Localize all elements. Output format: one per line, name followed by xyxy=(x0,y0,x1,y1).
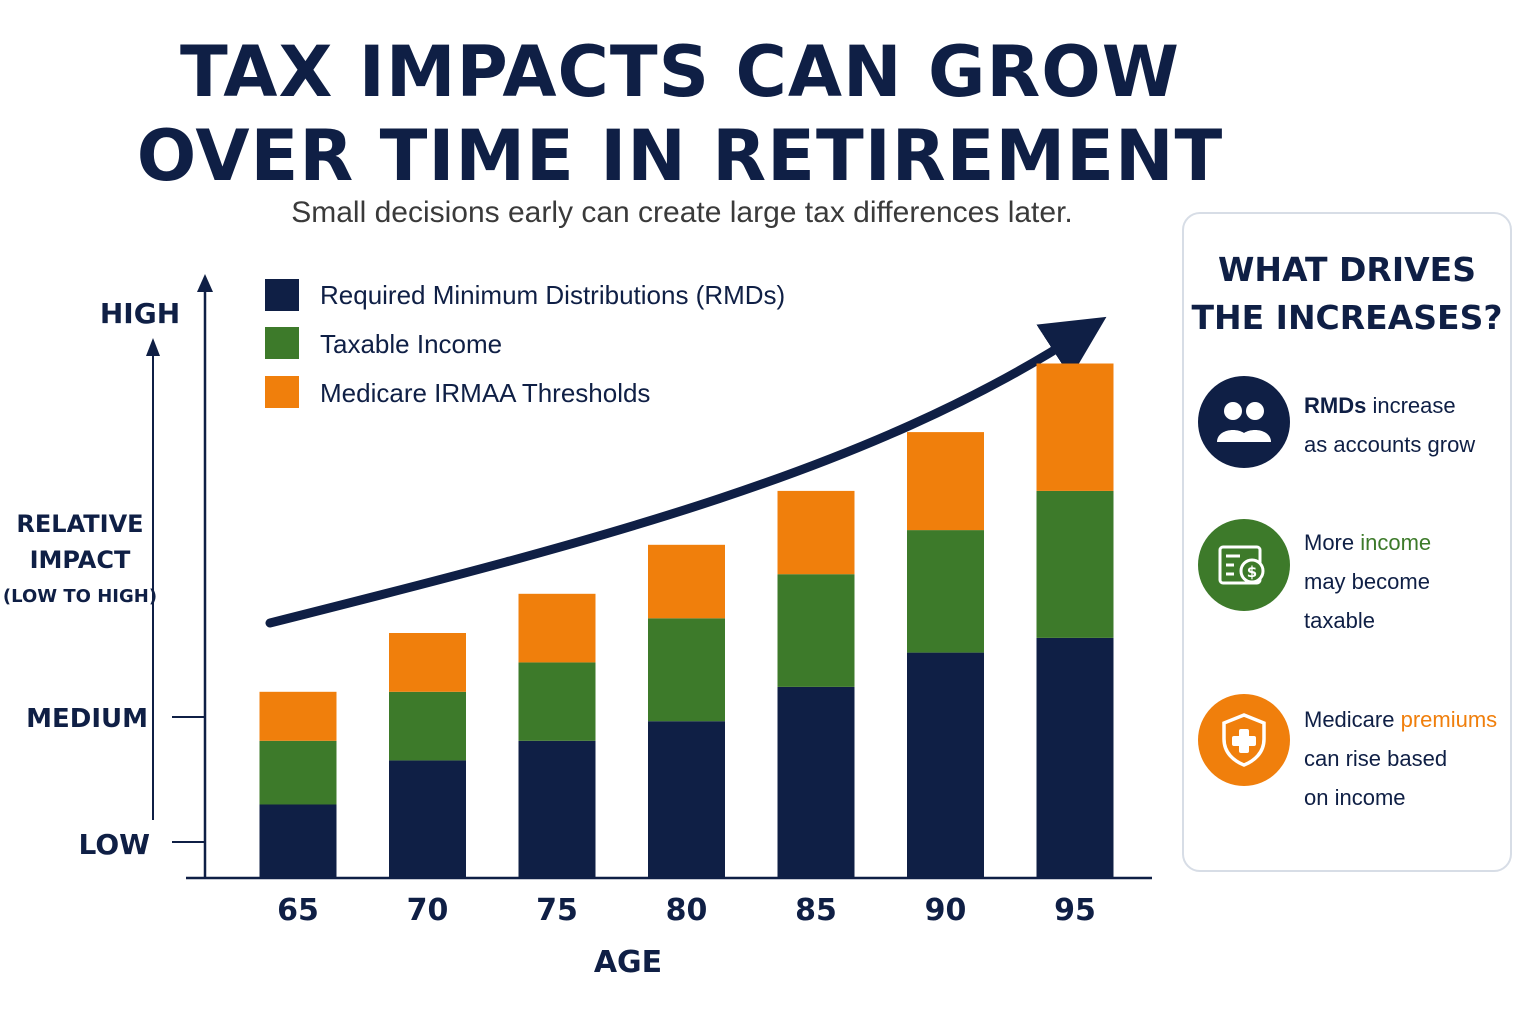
drivers-title-line-1: WHAT DRIVES xyxy=(1218,250,1476,289)
x-tick-65: 65 xyxy=(277,893,319,928)
svg-text:$: $ xyxy=(1247,563,1257,581)
driver-medicare-highlight: premiums xyxy=(1400,707,1498,732)
driver-income: More income may become taxable xyxy=(1304,523,1514,640)
bar-medicare-irmaa-75 xyxy=(518,593,596,663)
driver-medicare-line-3: on income xyxy=(1304,785,1406,810)
bar-medicare-irmaa-85 xyxy=(777,490,855,575)
drivers-panel: WHAT DRIVES THE INCREASES? RMDs increase… xyxy=(1182,212,1512,872)
bar-rmds-70 xyxy=(389,760,466,878)
drivers-title-line-2: THE INCREASES? xyxy=(1191,298,1503,337)
title-line-2: OVER TIME IN RETIREMENT xyxy=(136,115,1224,197)
stacked-bar-chart: HIGH MEDIUM LOW RELATIVE IMPACT (LOW TO … xyxy=(3,274,1152,980)
y-tick-low: LOW xyxy=(78,828,150,861)
legend-swatch-taxable-income xyxy=(265,327,299,359)
driver-rmds-bold: RMDs xyxy=(1304,393,1367,418)
x-axis-label: AGE xyxy=(594,945,662,980)
legend-swatch-rmds xyxy=(265,279,299,311)
bar-rmds-95 xyxy=(1036,637,1114,878)
trend-arrow xyxy=(265,316,1107,628)
driver-medicare-pre: Medicare xyxy=(1304,707,1401,732)
page-title: TAX IMPACTS CAN GROW OVER TIME IN RETIRE… xyxy=(0,30,1360,198)
money-document-icon: $ xyxy=(1198,519,1290,611)
y-axis-label-line-3: (LOW TO HIGH) xyxy=(3,586,157,607)
bar-medicare-irmaa-95 xyxy=(1036,363,1114,491)
driver-rmds: RMDs increase as accounts grow xyxy=(1304,386,1514,464)
x-tick-70: 70 xyxy=(407,893,449,928)
health-shield-icon xyxy=(1198,694,1290,786)
legend-label-rmds: Required Minimum Distributions (RMDs) xyxy=(320,280,785,310)
driver-rmds-line-2: as accounts grow xyxy=(1304,432,1476,457)
bar-taxable-income-90 xyxy=(907,530,984,653)
driver-income-line-3: taxable xyxy=(1304,608,1375,633)
x-tick-85: 85 xyxy=(795,893,837,928)
bar-rmds-75 xyxy=(518,740,596,878)
driver-medicare-line-2: can rise based xyxy=(1304,746,1448,771)
y-tick-high: HIGH xyxy=(100,297,180,330)
title-line-1: TAX IMPACTS CAN GROW xyxy=(179,31,1181,113)
bars-layer xyxy=(259,363,1114,878)
bar-rmds-65 xyxy=(259,804,337,878)
bar-taxable-income-85 xyxy=(777,574,855,687)
driver-medicare: Medicare premiums can rise based on inco… xyxy=(1304,700,1514,817)
bar-taxable-income-80 xyxy=(648,618,725,722)
x-tick-75: 75 xyxy=(536,893,578,928)
y-axis-label-line-2: IMPACT xyxy=(30,546,131,574)
bar-rmds-90 xyxy=(907,652,984,878)
bar-taxable-income-65 xyxy=(259,740,337,805)
legend-swatch-medicare-irmaa xyxy=(265,376,299,408)
x-tick-95: 95 xyxy=(1054,893,1096,928)
bar-medicare-irmaa-70 xyxy=(389,633,466,692)
y-axis-arrowhead xyxy=(197,274,213,292)
legend-label-medicare-irmaa: Medicare IRMAA Thresholds xyxy=(320,378,650,408)
impact-scale-arrowhead xyxy=(146,338,160,356)
x-tick-90: 90 xyxy=(925,893,967,928)
driver-income-line-2: may become xyxy=(1304,569,1430,594)
bar-medicare-irmaa-65 xyxy=(259,691,337,741)
drivers-panel-title: WHAT DRIVES THE INCREASES? xyxy=(1184,246,1510,342)
bar-taxable-income-70 xyxy=(389,691,466,761)
bar-medicare-irmaa-80 xyxy=(648,544,725,619)
x-tick-80: 80 xyxy=(666,893,708,928)
people-icon xyxy=(1198,376,1290,468)
driver-income-highlight: income xyxy=(1360,530,1432,555)
y-tick-medium: MEDIUM xyxy=(26,704,148,734)
bar-taxable-income-95 xyxy=(1036,490,1114,638)
x-tick-labels: 65 70 75 80 85 90 95 xyxy=(277,893,1096,928)
driver-rmds-text: increase xyxy=(1366,393,1456,418)
legend-label-taxable-income: Taxable Income xyxy=(320,329,502,359)
page-subtitle: Small decisions early can create large t… xyxy=(291,196,1073,229)
y-axis-label-line-1: RELATIVE xyxy=(16,510,143,538)
bar-medicare-irmaa-90 xyxy=(907,432,984,531)
driver-income-pre: More xyxy=(1304,530,1361,555)
bar-rmds-80 xyxy=(648,721,725,878)
bar-rmds-85 xyxy=(777,686,855,878)
bar-taxable-income-75 xyxy=(518,662,596,741)
